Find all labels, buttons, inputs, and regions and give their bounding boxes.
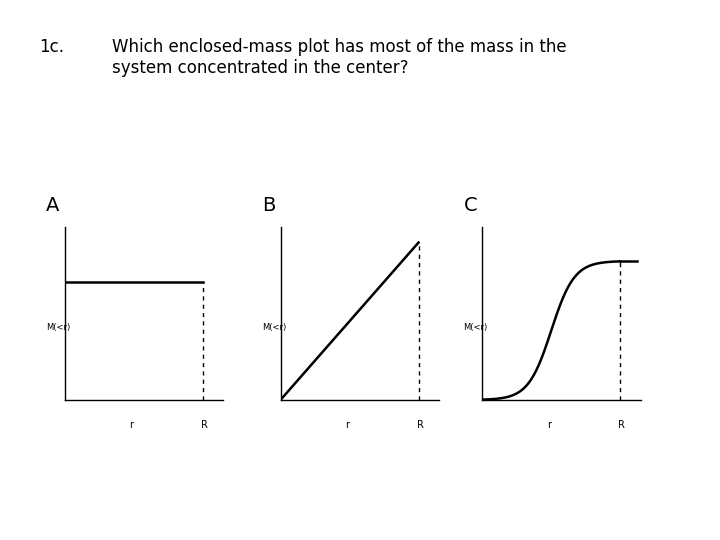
Text: r: r [547, 420, 551, 430]
Text: r: r [130, 420, 133, 430]
Text: Which enclosed-mass plot has most of the mass in the
system concentrated in the : Which enclosed-mass plot has most of the… [112, 38, 566, 77]
Text: M(<r): M(<r) [262, 322, 286, 332]
Text: M(<r): M(<r) [464, 322, 487, 332]
Text: 1c.: 1c. [40, 38, 65, 56]
Text: R: R [618, 420, 625, 430]
Text: B: B [262, 195, 275, 215]
Text: M(<r): M(<r) [46, 322, 70, 332]
Text: R: R [201, 420, 207, 430]
Text: A: A [46, 195, 59, 215]
Text: C: C [464, 195, 477, 215]
Text: r: r [346, 420, 349, 430]
Text: R: R [417, 420, 423, 430]
